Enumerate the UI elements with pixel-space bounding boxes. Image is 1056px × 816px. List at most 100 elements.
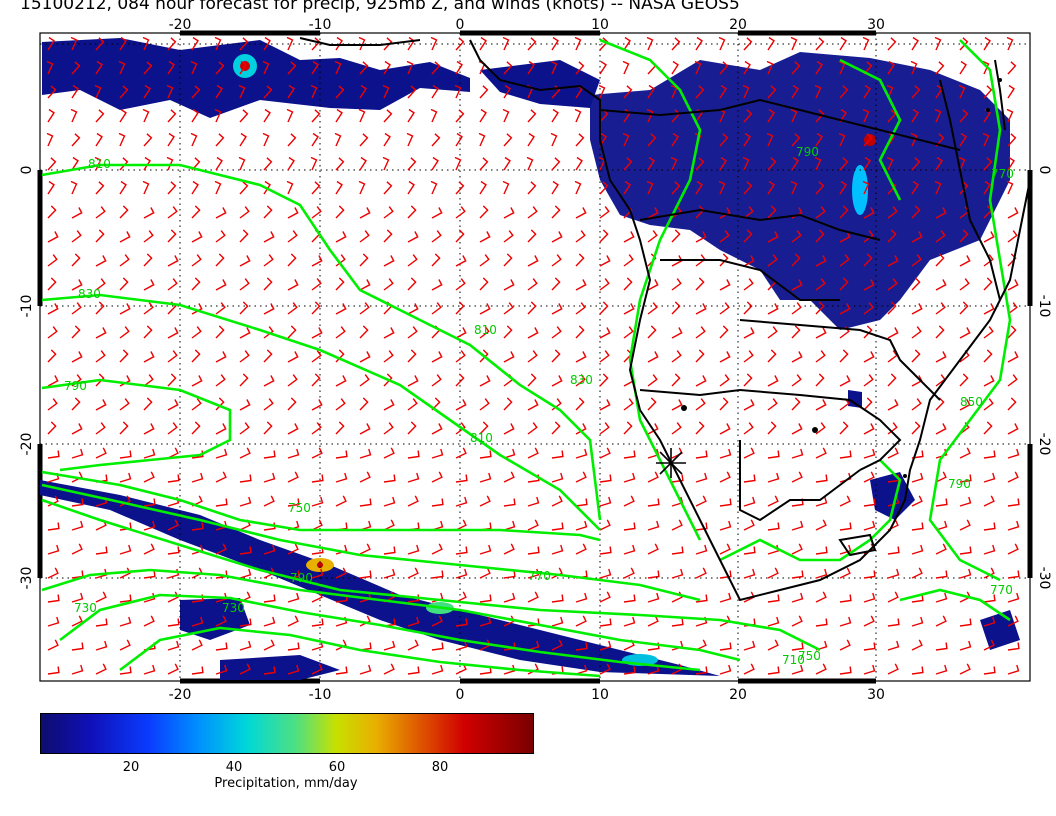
wind-barb xyxy=(599,447,611,459)
wind-barb xyxy=(983,180,991,195)
wind-barb xyxy=(575,520,588,531)
wind-barb xyxy=(311,255,323,267)
wind-barb xyxy=(1006,180,1014,195)
wind-barb xyxy=(143,570,156,579)
wind-barb xyxy=(455,568,468,579)
wind-barb xyxy=(767,594,780,603)
contour-label: 770 xyxy=(990,583,1013,597)
wind-barb xyxy=(1007,84,1015,99)
wind-barb xyxy=(191,205,201,219)
wind-barb xyxy=(839,666,852,675)
wind-barb xyxy=(118,60,126,75)
wind-barb xyxy=(71,84,79,99)
lon-label-top: -10 xyxy=(309,17,332,33)
wind-barb xyxy=(167,278,178,291)
wind-barb xyxy=(983,398,994,411)
wind-barb xyxy=(622,60,630,75)
wind-barb xyxy=(166,84,174,99)
wind-barb xyxy=(431,351,443,363)
wind-barb xyxy=(815,206,826,219)
wind-barb xyxy=(263,205,273,219)
wind-barb xyxy=(71,592,84,603)
wind-barb xyxy=(503,302,514,315)
wind-barb xyxy=(167,399,179,411)
wind-barb xyxy=(1007,374,1018,387)
wind-barb xyxy=(767,157,777,171)
wind-barb xyxy=(551,326,562,339)
wind-barb xyxy=(599,591,611,603)
wind-barb xyxy=(143,351,155,363)
wind-barb xyxy=(719,397,729,411)
wind-barb xyxy=(335,472,348,483)
wind-barb xyxy=(239,37,249,51)
wind-barb xyxy=(239,422,250,435)
wind-barb xyxy=(695,349,705,363)
wind-barb xyxy=(935,543,947,555)
wind-barb xyxy=(263,616,276,627)
wind-barb xyxy=(575,207,587,219)
wind-barb xyxy=(46,132,54,147)
wind-barb xyxy=(599,301,609,315)
wind-barb xyxy=(383,109,393,123)
wind-barb xyxy=(479,349,489,363)
wind-barb xyxy=(983,277,993,291)
wind-barb xyxy=(647,253,657,267)
wind-barb xyxy=(407,157,417,171)
wind-barb xyxy=(910,60,918,75)
wind-barb xyxy=(791,423,803,435)
wind-barb xyxy=(815,181,825,195)
wind-barb xyxy=(263,639,275,651)
wind-barb xyxy=(167,546,180,555)
wind-barb xyxy=(671,301,681,315)
wind-barb xyxy=(575,325,585,339)
wind-barb xyxy=(887,663,899,675)
wind-barb xyxy=(47,398,58,411)
wind-barb xyxy=(430,108,438,123)
wind-barb xyxy=(983,472,996,483)
wind-barb xyxy=(143,520,156,531)
wind-barb xyxy=(383,519,395,531)
wind-barb xyxy=(1007,133,1017,147)
wind-barb xyxy=(503,351,515,363)
wind-barb xyxy=(599,132,607,147)
wind-barb xyxy=(719,664,732,675)
wind-barb xyxy=(527,568,540,579)
wind-barb xyxy=(695,450,708,459)
wind-barb xyxy=(215,84,223,99)
wind-barb xyxy=(551,254,562,267)
wind-barb xyxy=(791,302,802,315)
wind-barb xyxy=(790,180,798,195)
wind-barb xyxy=(839,616,852,627)
wind-barb xyxy=(983,254,994,267)
wind-barb xyxy=(911,450,924,459)
wind-barb xyxy=(814,84,822,99)
wind-barb xyxy=(71,397,81,411)
lat-label-left: 0 xyxy=(19,166,35,175)
wind-barb xyxy=(671,519,683,531)
wind-barb xyxy=(143,471,155,483)
wind-barb xyxy=(143,133,153,147)
colorbar-label: Precipitation, mm/day xyxy=(214,776,358,791)
wind-barb xyxy=(575,615,587,627)
wind-barb xyxy=(239,181,249,195)
wind-barb xyxy=(911,303,923,315)
wind-barb xyxy=(71,543,83,555)
wind-barb xyxy=(863,471,875,483)
wind-barb xyxy=(359,448,372,459)
wind-barb xyxy=(119,666,132,675)
wind-barb xyxy=(455,278,466,291)
wind-barb xyxy=(71,520,84,531)
wind-barb xyxy=(839,254,850,267)
wind-barb xyxy=(815,546,828,555)
wind-barb xyxy=(599,474,612,483)
wind-barb xyxy=(719,423,731,435)
wind-barb xyxy=(407,375,419,387)
lon-label-bottom: -20 xyxy=(169,687,192,703)
wind-barb xyxy=(383,229,393,243)
contour-label: 750 xyxy=(288,501,311,515)
wind-barb xyxy=(215,664,228,675)
wind-barb xyxy=(839,349,849,363)
wind-barb xyxy=(623,567,635,579)
wind-barb xyxy=(503,84,511,99)
wind-barb xyxy=(455,399,467,411)
